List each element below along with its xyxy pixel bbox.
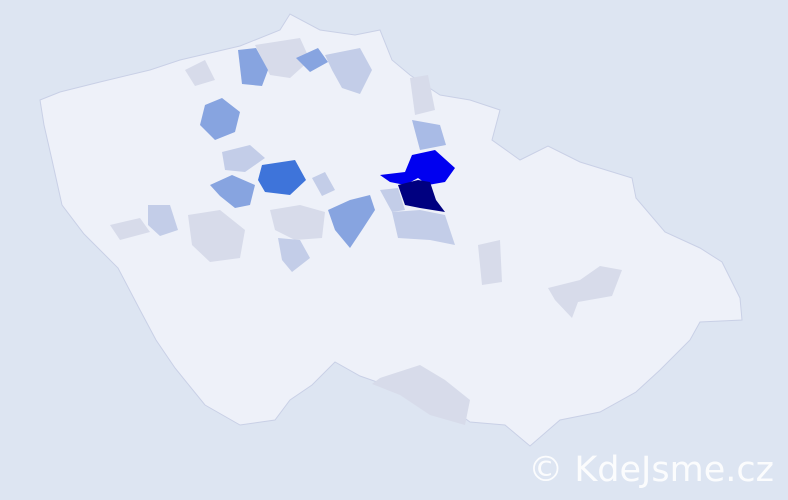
district[interactable] — [398, 180, 445, 212]
district[interactable] — [238, 48, 268, 86]
district[interactable] — [548, 266, 622, 318]
district[interactable] — [478, 240, 502, 285]
district[interactable] — [278, 238, 310, 272]
district[interactable] — [312, 172, 335, 196]
district[interactable] — [270, 205, 325, 240]
district[interactable] — [200, 98, 240, 140]
district[interactable] — [325, 48, 372, 94]
district[interactable] — [296, 48, 328, 72]
district[interactable] — [222, 145, 265, 172]
district[interactable] — [380, 150, 455, 185]
district[interactable] — [380, 188, 405, 212]
district[interactable] — [148, 205, 178, 236]
district[interactable] — [372, 365, 470, 425]
watermark: © KdeJsme.cz — [528, 450, 774, 490]
district[interactable] — [412, 120, 446, 150]
district[interactable] — [328, 195, 375, 248]
district[interactable] — [185, 60, 215, 86]
district[interactable] — [110, 218, 150, 240]
district-regions — [110, 38, 622, 425]
district[interactable] — [410, 75, 435, 115]
district[interactable] — [210, 175, 255, 208]
district[interactable] — [258, 160, 306, 195]
district[interactable] — [188, 210, 245, 262]
district[interactable] — [392, 210, 455, 245]
district[interactable] — [255, 38, 310, 78]
